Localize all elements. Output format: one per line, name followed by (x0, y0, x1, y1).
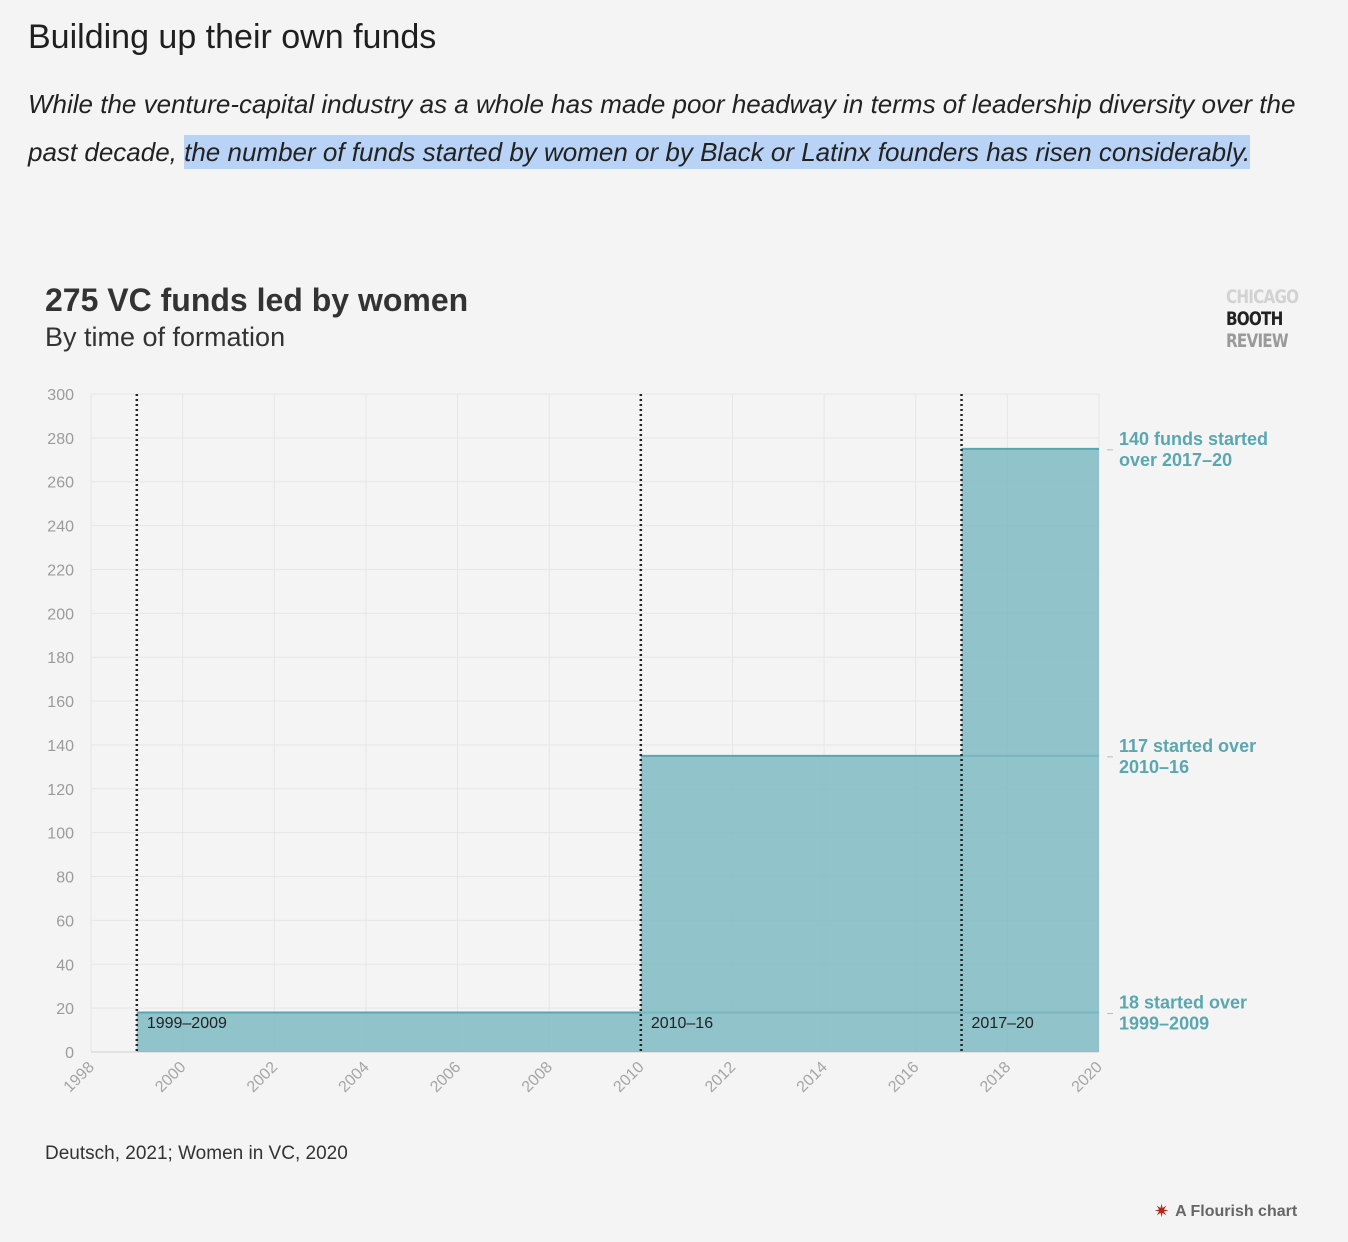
y-tick-label: 260 (47, 475, 74, 492)
x-tick-label: 2004 (336, 1059, 373, 1096)
area-bar-2017–20 (961, 448, 1099, 1052)
logo-line-3: REVIEW (1226, 330, 1289, 352)
flourish-logo-icon: ✷ (1154, 1201, 1170, 1221)
lede-highlight[interactable]: the number of funds started by women or … (184, 135, 1251, 169)
annotation-line: over 2017–20 (1119, 450, 1232, 470)
chart-y-axis: 0 20 40 60 80 100 120 140 160 180 200 220 240 260 280 3… (47, 387, 74, 1062)
annotation-line: 140 funds started (1119, 429, 1268, 449)
y-tick-label: 60 (56, 913, 74, 930)
y-tick-label: 200 (47, 606, 74, 623)
annotation-line: 18 started over (1119, 993, 1247, 1013)
annotation-label: 18 started over 1999–2009 (1119, 993, 1247, 1034)
y-tick-label: 180 (47, 650, 74, 667)
chicago-booth-review-logo[interactable]: CHICAGO BOOTH REVIEW (1226, 286, 1299, 352)
annotation-label: 117 started over 2010–16 (1119, 736, 1256, 777)
logo-line-1: CHICAGO (1226, 286, 1299, 308)
y-tick-label: 100 (47, 826, 74, 843)
y-tick-label: 80 (56, 870, 74, 887)
period-label: 1999–2009 (147, 1015, 227, 1032)
x-tick-label: 2008 (519, 1059, 556, 1096)
y-tick-label: 280 (47, 431, 74, 448)
annotation-line: 117 started over (1119, 736, 1256, 756)
x-tick-label: 2016 (885, 1059, 922, 1096)
area-bar-1999–2009 (136, 1012, 641, 1052)
source-note: Deutsch, 2021; Women in VC, 2020 (45, 1143, 348, 1164)
annotation-line: 2010–16 (1119, 757, 1189, 777)
x-tick-label: 2014 (794, 1059, 831, 1096)
x-tick-label: 2010 (610, 1059, 647, 1096)
y-tick-label: 220 (47, 562, 74, 579)
chart-x-axis: 1998 2000 2002 2004 2006 2008 2010 2012 2014 2016… (61, 1059, 1106, 1096)
chart-plot: 1999–2009 2010–16 2017–20 0 20 40 60 80 100 120 1… (47, 387, 1268, 1096)
article-title: Building up their own funds (28, 18, 437, 56)
x-tick-label: 2012 (702, 1059, 739, 1096)
annotation-label: 140 funds started over 2017–20 (1119, 429, 1268, 470)
x-tick-label: 2006 (427, 1059, 464, 1096)
y-tick-label: 160 (47, 694, 74, 711)
chart-title: 275 VC funds led by women (45, 282, 469, 318)
annotation-line: 1999–2009 (1119, 1014, 1209, 1034)
flourish-credit[interactable]: ✷ A Flourish chart (1154, 1201, 1297, 1222)
y-tick-label: 0 (65, 1045, 74, 1062)
y-tick-label: 20 (56, 1001, 74, 1018)
x-tick-label: 2020 (1069, 1059, 1106, 1096)
area-bar-2010–16 (640, 755, 962, 1052)
period-label: 2017–20 (972, 1015, 1034, 1032)
flourish-credit-label: A Flourish chart (1175, 1202, 1298, 1220)
x-tick-label: 2018 (977, 1059, 1014, 1096)
chart-subtitle: By time of formation (45, 322, 286, 352)
y-tick-label: 40 (56, 957, 74, 974)
y-tick-label: 240 (47, 519, 74, 536)
logo-line-2: BOOTH (1226, 308, 1283, 330)
lede-text: While the venture-capital industry as a … (28, 89, 1296, 167)
chart-areas: 1999–2009 2010–16 2017–20 (136, 447, 1099, 1052)
x-tick-label: 2000 (152, 1059, 189, 1096)
y-tick-label: 140 (47, 738, 74, 755)
chart-annotations: 140 funds started over 2017–20 117 started… (1107, 429, 1268, 1034)
y-tick-label: 120 (47, 782, 74, 799)
x-tick-label: 1998 (61, 1059, 98, 1096)
period-label: 2010–16 (651, 1015, 713, 1032)
x-tick-label: 2002 (244, 1059, 281, 1096)
chart-gridlines (90, 393, 1100, 1053)
article-lede: While the venture-capital industry as a … (28, 80, 1318, 176)
y-tick-label: 300 (47, 387, 74, 404)
